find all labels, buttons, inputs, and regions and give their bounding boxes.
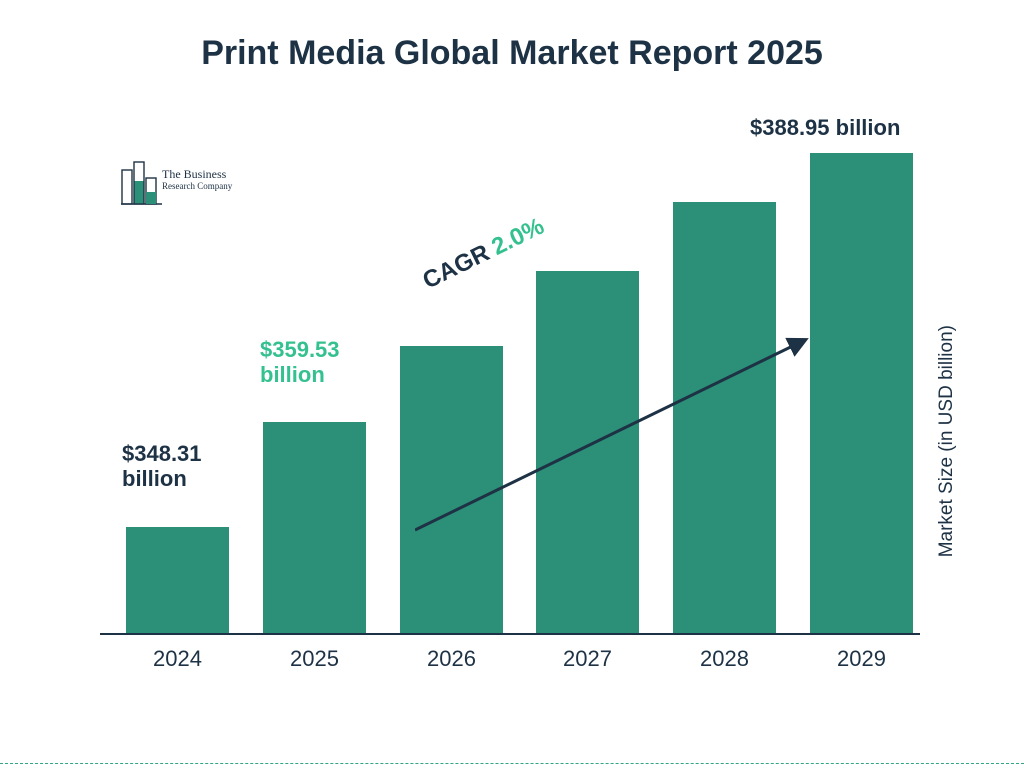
footer-divider (0, 763, 1024, 764)
x-tick-label: 2028 (665, 646, 785, 672)
bar (536, 271, 639, 633)
bar (263, 422, 366, 633)
x-tick-label: 2025 (255, 646, 375, 672)
bar-chart: 202420252026202720282029 Market Size (in… (100, 145, 920, 670)
chart-title: Print Media Global Market Report 2025 (0, 34, 1024, 73)
bar-value-label: $348.31billion (122, 441, 202, 492)
x-tick-label: 2024 (118, 646, 238, 672)
y-axis-label: Market Size (in USD billion) (936, 325, 958, 557)
x-axis-line (100, 633, 920, 635)
x-tick-label: 2026 (392, 646, 512, 672)
bar (400, 346, 503, 633)
x-tick-label: 2029 (802, 646, 922, 672)
x-tick-label: 2027 (528, 646, 648, 672)
bar (810, 153, 913, 633)
bar-value-label: $359.53billion (260, 337, 340, 388)
bar-value-label: $388.95 billion (750, 115, 900, 140)
bar (673, 202, 776, 633)
bar (126, 527, 229, 633)
